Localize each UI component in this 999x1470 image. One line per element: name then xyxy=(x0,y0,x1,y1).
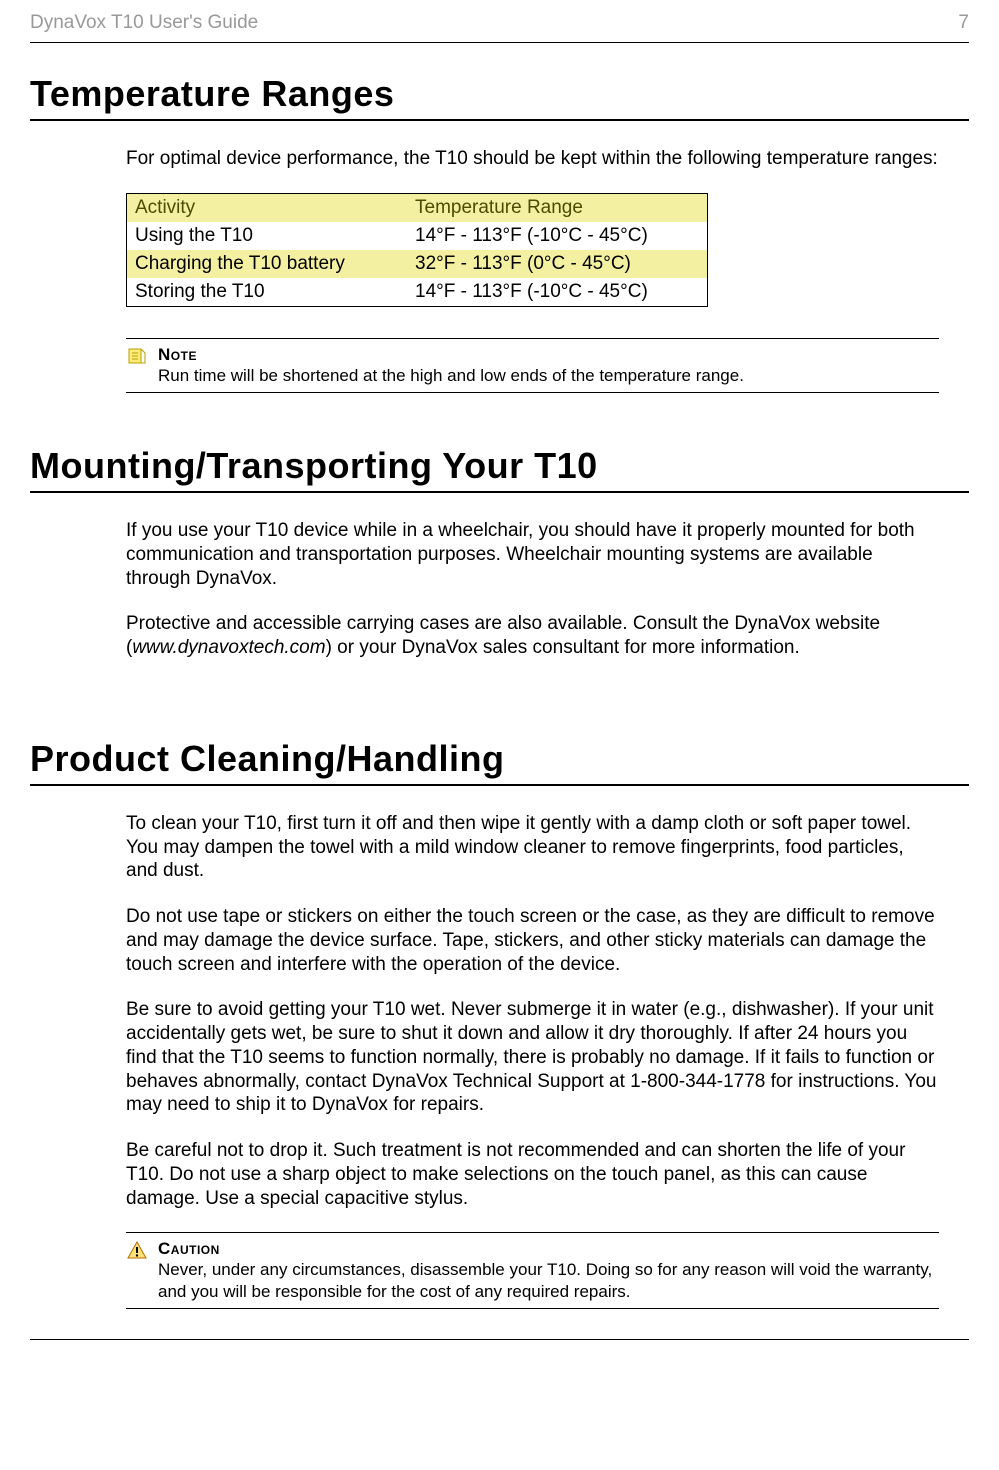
note-content: Note Run time will be shortened at the h… xyxy=(158,345,939,386)
column-header-activity: Activity xyxy=(127,194,407,222)
paragraph: Be sure to avoid getting your T10 wet. N… xyxy=(126,998,939,1117)
table-row: Using the T10 14°F - 113°F (-10°C - 45°C… xyxy=(127,222,707,250)
note-label: Note xyxy=(158,345,939,365)
table-row: Charging the T10 battery 32°F - 113°F (0… xyxy=(127,250,707,278)
cell-range: 32°F - 113°F (0°C - 45°C) xyxy=(407,250,707,278)
section-title-temperature: Temperature Ranges xyxy=(30,73,969,115)
section-title-cleaning: Product Cleaning/Handling xyxy=(30,738,969,780)
caution-content: Caution Never, under any circumstances, … xyxy=(158,1239,939,1302)
intro-paragraph: For optimal device performance, the T10 … xyxy=(126,147,939,171)
paragraph: Do not use tape or stickers on either th… xyxy=(126,905,939,976)
section-body-cleaning: To clean your T10, first turn it off and… xyxy=(126,812,939,1309)
note-text: Run time will be shortened at the high a… xyxy=(158,365,939,386)
doc-title: DynaVox T10 User's Guide xyxy=(30,12,258,34)
cell-activity: Charging the T10 battery xyxy=(127,250,407,278)
paragraph: If you use your T10 device while in a wh… xyxy=(126,519,939,590)
section-divider xyxy=(30,491,969,493)
header-divider xyxy=(30,42,969,43)
caution-text: Never, under any circumstances, disassem… xyxy=(158,1259,939,1302)
url-text: www.dynavoxtech.com xyxy=(132,637,325,658)
paragraph: Protective and accessible carrying cases… xyxy=(126,612,939,660)
paragraph: Be careful not to drop it. Such treatmen… xyxy=(126,1139,939,1210)
note-box: Note Run time will be shortened at the h… xyxy=(126,338,939,393)
text: ) or your DynaVox sales consultant for m… xyxy=(326,637,800,658)
cell-activity: Using the T10 xyxy=(127,222,407,250)
section-divider xyxy=(30,784,969,786)
table-row: Storing the T10 14°F - 113°F (-10°C - 45… xyxy=(127,278,707,306)
note-icon xyxy=(126,345,148,386)
section-divider xyxy=(30,119,969,121)
caution-label: Caution xyxy=(158,1239,939,1259)
cell-range: 14°F - 113°F (-10°C - 45°C) xyxy=(407,278,707,306)
page-number: 7 xyxy=(958,12,969,34)
section-title-mounting: Mounting/Transporting Your T10 xyxy=(30,445,969,487)
page-header: DynaVox T10 User's Guide 7 xyxy=(30,12,969,34)
cell-range: 14°F - 113°F (-10°C - 45°C) xyxy=(407,222,707,250)
paragraph: To clean your T10, first turn it off and… xyxy=(126,812,939,883)
page-container: DynaVox T10 User's Guide 7 Temperature R… xyxy=(0,0,999,1370)
column-header-range: Temperature Range xyxy=(407,194,707,222)
footer-divider xyxy=(30,1339,969,1340)
cell-activity: Storing the T10 xyxy=(127,278,407,306)
table-header-row: Activity Temperature Range xyxy=(127,194,707,222)
caution-box: Caution Never, under any circumstances, … xyxy=(126,1232,939,1309)
spacer xyxy=(30,413,969,445)
caution-icon xyxy=(126,1239,148,1302)
section-body-mounting: If you use your T10 device while in a wh… xyxy=(126,519,939,660)
temperature-table: Activity Temperature Range Using the T10… xyxy=(126,193,708,307)
spacer xyxy=(30,682,969,738)
section-body-temperature: For optimal device performance, the T10 … xyxy=(126,147,939,393)
